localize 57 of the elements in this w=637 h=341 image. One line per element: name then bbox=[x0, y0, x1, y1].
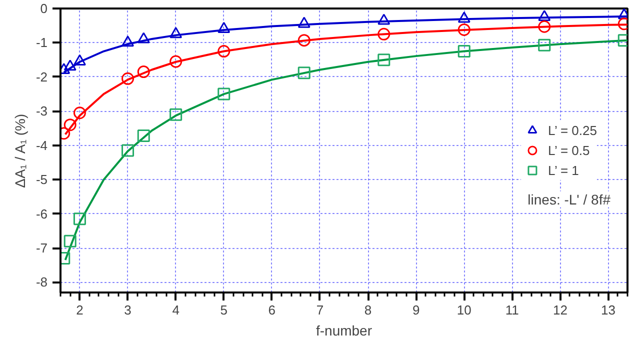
point bbox=[73, 54, 86, 66]
x-tick-label: 12 bbox=[553, 302, 568, 318]
point bbox=[298, 16, 310, 28]
x-tick-label: 2 bbox=[76, 302, 84, 318]
point bbox=[218, 88, 230, 100]
x-tick-label: 11 bbox=[505, 302, 519, 318]
x-tick-label: 5 bbox=[220, 302, 228, 318]
point bbox=[458, 45, 470, 58]
legend-label: L’ = 0.5 bbox=[548, 142, 590, 158]
point bbox=[538, 38, 551, 52]
y-tick-label: -7 bbox=[36, 240, 48, 256]
point bbox=[122, 72, 134, 85]
y-tick-label: -3 bbox=[36, 104, 48, 119]
point bbox=[73, 212, 86, 226]
point bbox=[122, 144, 134, 157]
point bbox=[218, 45, 230, 58]
x-tick-label: 3 bbox=[124, 302, 132, 318]
point bbox=[378, 28, 390, 40]
point bbox=[73, 106, 86, 120]
point bbox=[122, 36, 134, 47]
annotation: lines: -L' / 8f# bbox=[528, 191, 611, 208]
y-axis-title: ΔA₁ / A₁ (%) bbox=[12, 114, 28, 188]
x-tick-label: 7 bbox=[316, 302, 324, 318]
point bbox=[538, 10, 551, 21]
y-tick-label: -5 bbox=[36, 172, 48, 188]
y-tick-label: 0 bbox=[40, 1, 48, 16]
x-tick-label: 9 bbox=[412, 302, 420, 318]
point bbox=[64, 118, 76, 132]
x-tick-label: 8 bbox=[364, 302, 372, 318]
y-tick-label: -6 bbox=[36, 206, 48, 222]
point bbox=[137, 66, 150, 78]
legend-label: L’ = 0.25 bbox=[548, 122, 597, 138]
point bbox=[170, 55, 182, 68]
x-tick-label: 13 bbox=[601, 302, 616, 318]
x-axis-title: f-number bbox=[316, 322, 372, 338]
point bbox=[64, 60, 76, 71]
point bbox=[458, 23, 470, 36]
x-tick-label: 6 bbox=[268, 302, 276, 318]
y-tick-label: -8 bbox=[36, 274, 48, 290]
y-tick-label: -4 bbox=[36, 138, 48, 153]
legend-label: L’ = 1 bbox=[548, 162, 579, 178]
point bbox=[378, 14, 390, 25]
point bbox=[170, 108, 182, 121]
point bbox=[298, 34, 310, 47]
point bbox=[64, 234, 76, 248]
point bbox=[137, 130, 150, 142]
point bbox=[538, 20, 551, 33]
x-tick-label: 10 bbox=[456, 302, 472, 318]
point bbox=[458, 12, 470, 23]
point bbox=[298, 66, 310, 80]
y-tick-label: -2 bbox=[36, 69, 48, 84]
point bbox=[218, 22, 230, 33]
point bbox=[378, 54, 390, 66]
y-tick-label: -1 bbox=[36, 35, 48, 50]
point bbox=[137, 32, 150, 44]
point bbox=[170, 27, 182, 38]
x-tick-label: 4 bbox=[172, 302, 180, 318]
